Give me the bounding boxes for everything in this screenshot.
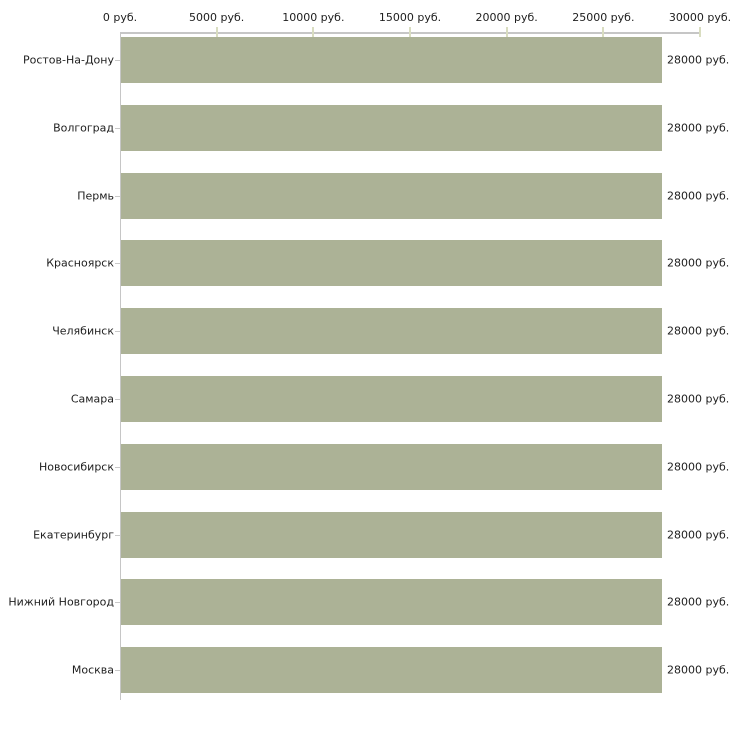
- x-axis-tick-mark: [312, 27, 315, 37]
- category-label: Ростов-На-Дону: [22, 53, 114, 67]
- bar: [121, 104, 663, 151]
- category-tick-mark: [115, 331, 120, 333]
- bar: [121, 172, 663, 219]
- category-label: Пермь: [77, 189, 114, 203]
- x-axis-tick-mark: [602, 27, 605, 37]
- category-tick-mark: [115, 602, 120, 604]
- x-axis-tick-label: 20000 руб.: [475, 11, 538, 24]
- x-axis-tick-mark: [409, 27, 411, 37]
- x-axis-tick-mark: [505, 27, 508, 37]
- bar: [121, 579, 663, 626]
- bar: [121, 376, 663, 422]
- value-label: 28000 руб.: [667, 595, 730, 609]
- category-label: Красноярск: [46, 256, 114, 270]
- value-label: 28000 руб.: [667, 460, 730, 474]
- value-label: 28000 руб.: [667, 324, 730, 338]
- y-axis-line: [120, 32, 121, 700]
- value-label: 28000 руб.: [667, 53, 730, 67]
- category-tick-mark: [115, 466, 120, 468]
- category-tick-mark: [115, 534, 120, 536]
- category-label: Нижний Новгород: [8, 595, 114, 609]
- category-label: Волгоград: [53, 121, 114, 135]
- value-label: 28000 руб.: [667, 121, 730, 135]
- x-axis-tick-label: 25000 руб.: [572, 11, 635, 24]
- x-axis-tick-mark: [215, 27, 218, 37]
- category-tick-mark: [115, 127, 120, 129]
- value-label: 28000 руб.: [667, 256, 730, 270]
- category-tick-mark: [115, 670, 120, 672]
- x-axis-tick-label: 5000 руб.: [189, 11, 245, 24]
- bar: [121, 511, 663, 558]
- category-tick-mark: [115, 60, 120, 61]
- bar: [121, 647, 663, 694]
- category-label: Москва: [71, 663, 114, 677]
- value-label: 28000 руб.: [667, 528, 730, 542]
- bar: [121, 443, 663, 490]
- value-label: 28000 руб.: [667, 189, 730, 203]
- category-label: Новосибирск: [38, 460, 114, 474]
- category-tick-mark: [115, 195, 120, 197]
- category-label: Самара: [70, 392, 114, 406]
- x-axis-tick-label: 10000 руб.: [282, 11, 345, 24]
- bar: [121, 308, 663, 355]
- value-label: 28000 руб.: [667, 663, 730, 677]
- x-axis-tick-label: 15000 руб.: [378, 11, 442, 24]
- x-axis-tick-label: 30000 руб.: [668, 11, 730, 24]
- category-tick-mark: [115, 399, 120, 400]
- bar: [121, 240, 663, 287]
- x-axis-tick-label: 0 руб.: [102, 11, 138, 24]
- value-label: 28000 руб.: [667, 392, 730, 406]
- category-label: Екатеринбург: [33, 528, 114, 542]
- category-tick-mark: [115, 263, 120, 265]
- x-axis-tick-mark: [699, 27, 701, 37]
- category-label: Челябинск: [52, 324, 114, 338]
- bar: [121, 37, 663, 83]
